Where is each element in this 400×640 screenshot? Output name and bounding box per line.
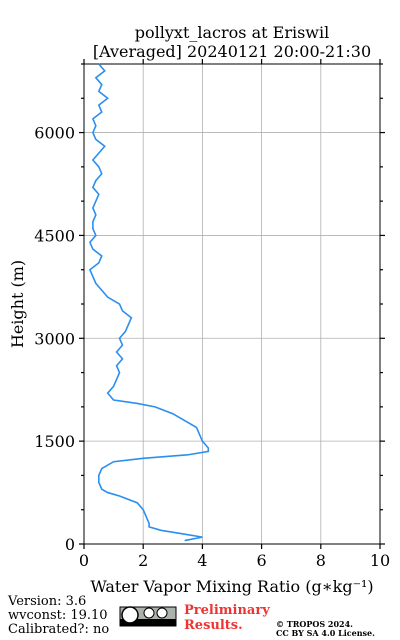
plot-frame xyxy=(83,63,381,545)
x-tick-label: 10 xyxy=(370,551,390,570)
profile-line xyxy=(88,63,210,542)
cc-logo xyxy=(119,606,177,627)
preliminary: Results. xyxy=(184,618,243,633)
x-tick-label: 0 xyxy=(79,551,89,570)
chart-title: pollyxt_lacros at Eriswil xyxy=(135,23,329,42)
y-tick-label: 3000 xyxy=(34,329,75,348)
copyright: © TROPOS 2024. xyxy=(276,619,353,629)
chart-subtitle: [Averaged] 20240121 20:00-21:30 xyxy=(93,42,371,61)
preliminary: Preliminary xyxy=(184,603,270,618)
calibrated: Calibrated?: no xyxy=(8,622,109,637)
license: CC BY SA 4.0 License. xyxy=(276,628,375,638)
y-tick-label: 1500 xyxy=(34,432,75,451)
x-axis-label: Water Vapor Mixing Ratio (g∗kg⁻¹) xyxy=(90,577,373,596)
wvconst: wvconst: 19.10 xyxy=(8,608,108,623)
x-tick-label: 4 xyxy=(197,551,207,570)
x-tick-label: 2 xyxy=(138,551,148,570)
x-tick-label: 8 xyxy=(316,551,326,570)
x-tick-label: 6 xyxy=(257,551,267,570)
y-axis-label: Height (m) xyxy=(8,260,27,348)
y-tick-label: 6000 xyxy=(34,124,75,143)
y-tick-label: 0 xyxy=(65,535,75,554)
y-tick-label: 4500 xyxy=(34,226,75,245)
version: Version: 3.6 xyxy=(7,594,86,609)
